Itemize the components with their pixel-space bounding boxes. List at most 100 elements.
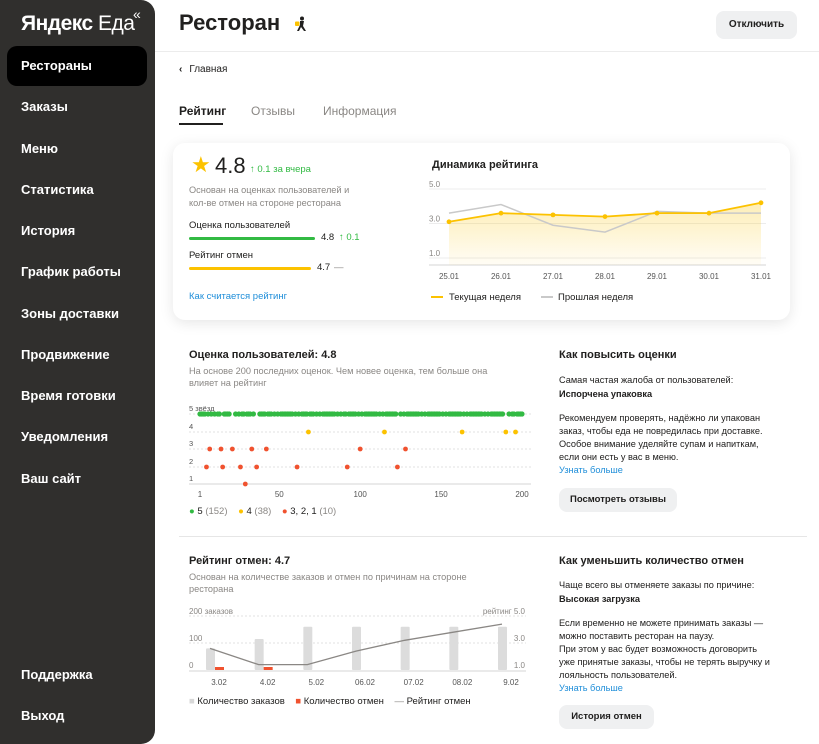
disable-button[interactable]: Отключить (716, 11, 797, 39)
cancel-bar-cancels (215, 667, 224, 670)
logo-thin: Еда (98, 12, 135, 35)
collapse-sidebar-icon[interactable]: « (133, 6, 141, 22)
dynamics-point-current (654, 210, 660, 216)
cancel-rating-bar (189, 267, 312, 270)
scatter-point-low (220, 464, 226, 470)
scatter-point-4 (382, 429, 387, 435)
cancel-right-tick: 1.0 (514, 661, 526, 670)
sidebar-item-logout[interactable]: Выход (21, 708, 65, 724)
cancel-x-tick: 9.02 (503, 678, 519, 687)
legend-dot-5: ● (189, 506, 195, 517)
star-icon: ★ (191, 152, 211, 177)
rating-card: ★ 4.8 ↑ 0.1 за вчера Основан на оценках … (173, 143, 790, 320)
scatter-x-tick: 150 (434, 490, 448, 499)
sidebar-item-restaurants[interactable]: Рестораны (7, 46, 147, 86)
tab-information[interactable]: Информация (323, 104, 397, 118)
user-ratings-description-2: влияет на рейтинг (189, 378, 267, 388)
logo-bold: Яндекс (21, 12, 93, 35)
reduce-para-1: Если временно не можете принимать заказы… (559, 618, 764, 628)
reduce-reason: Высокая загрузка (559, 594, 640, 604)
page-title: Ресторан (179, 10, 281, 35)
cancel-x-tick: 08.02 (452, 678, 473, 687)
courier-icon (295, 16, 306, 31)
scatter-point-5 (250, 411, 256, 417)
cancel-right-tick: 3.0 (514, 634, 526, 643)
reduce-para-4: уже принятые заказы, чтобы не терять выр… (559, 657, 770, 667)
sidebar-item-menu[interactable]: Меню (21, 140, 59, 156)
logo[interactable]: Яндекс Еда (21, 12, 135, 36)
cancel-x-tick: 4.02 (260, 678, 276, 687)
user-ratings-description-1: На основе 200 последних оценок. Чем нове… (189, 366, 488, 376)
sidebar-item-delivery-zones[interactable]: Зоны доставки (21, 305, 119, 321)
cancel-x-tick: 5.02 (309, 678, 325, 687)
scatter-point-low (395, 464, 400, 470)
cancel-rating-description-1: Основан на количестве заказов и отмен по… (189, 572, 467, 582)
cancel-x-tick: 07.02 (404, 678, 425, 687)
dynamics-x-tick: 26.01 (491, 272, 512, 281)
legend-low-label: 3, 2, 1 (290, 506, 317, 517)
page-header: Ресторан Отключить (155, 0, 819, 52)
scatter-y-tick: 5 звёзд (189, 404, 215, 413)
cancel-chart: 200 заказов рейтинг 5.0 100 0 3.0 1.0 3.02 4.02… (189, 607, 526, 687)
legend-dot-4: ● (238, 506, 244, 517)
cancel-left-tick: 100 (189, 634, 203, 643)
dynamics-legend-previous: Прошлая неделя (558, 292, 633, 303)
cancel-left-axis-label: 200 заказов (189, 607, 233, 616)
scatter-point-low (263, 446, 269, 452)
breadcrumb[interactable]: ‹ Главная (179, 64, 227, 75)
sidebar-item-statistics[interactable]: Статистика (21, 181, 94, 197)
scatter-point-5 (393, 411, 399, 417)
section-divider (179, 536, 807, 537)
reduce-para-5: лояльность пользователей. (559, 670, 678, 680)
cancel-bar-orders (352, 626, 361, 670)
legend-dot-low: ● (281, 506, 288, 517)
sidebar-item-schedule[interactable]: График работы (21, 264, 121, 280)
legend-orders-dot: ■ (189, 696, 195, 707)
user-rating-label: Оценка пользователей (189, 220, 291, 231)
sidebar-item-promotion[interactable]: Продвижение (21, 346, 110, 362)
scatter-point-4 (459, 429, 465, 435)
sidebar-bottom: Поддержка Выход (7, 655, 147, 738)
sidebar-item-cooking-time[interactable]: Время готовки (21, 388, 116, 403)
cancel-rating-delta: — (334, 262, 344, 273)
rating-description-1: Основан на оценках пользователей и (189, 185, 350, 195)
improve-learn-more-link[interactable]: Узнать больше (559, 465, 623, 475)
sidebar-item-notifications[interactable]: Уведомления (21, 429, 109, 445)
user-rating-bar (189, 237, 315, 240)
cancel-rating-line (209, 623, 503, 666)
sidebar-item-orders[interactable]: Заказы (21, 99, 68, 115)
dynamics-point-current (706, 210, 712, 216)
user-rating-value: 4.8 (321, 232, 335, 243)
view-reviews-button[interactable]: Посмотреть отзывы (559, 488, 677, 512)
legend-cancels-dot: ■ (295, 696, 302, 707)
scatter-x-tick: 200 (515, 490, 529, 499)
how-rating-calculated-link[interactable]: Как считается рейтинг (189, 291, 288, 302)
cancel-left-tick: 0 (189, 661, 194, 670)
tab-reviews[interactable]: Отзывы (251, 104, 295, 118)
tab-rating[interactable]: Рейтинг (179, 104, 227, 118)
sidebar-item-support[interactable]: Поддержка (21, 667, 93, 682)
reduce-learn-more-link[interactable]: Узнать больше (559, 683, 623, 693)
dynamics-point-current (498, 210, 504, 216)
sidebar-item-your-site[interactable]: Ваш сайт (21, 470, 82, 486)
scatter-point-5 (226, 411, 232, 417)
scatter-point-low (403, 446, 408, 452)
rating-description-2: кол-ве отмен на стороне ресторана (189, 198, 341, 208)
cancel-bar-orders (449, 626, 459, 670)
scatter-point-5 (519, 411, 525, 417)
cancel-x-tick: 06.02 (355, 678, 376, 687)
dynamics-x-tick: 28.01 (595, 272, 616, 281)
legend-cancels-label: Количество отмен (303, 696, 384, 707)
sidebar-item-history[interactable]: История (21, 223, 76, 238)
cancel-history-button[interactable]: История отмен (559, 705, 654, 729)
scatter-y-tick: 1 (189, 474, 193, 483)
dynamics-x-tick: 30.01 (699, 272, 720, 281)
scatter-y-tick: 2 (189, 457, 193, 466)
dynamics-point-current (758, 200, 764, 206)
legend-5-label: 5 (197, 506, 203, 517)
rating-value: 4.8 (215, 153, 246, 178)
scatter-point-low (242, 481, 248, 487)
improve-text: Самая частая жалоба от пользователей: (559, 375, 734, 385)
cancel-rating-description-2: ресторана (189, 584, 234, 594)
scatter-point-low (249, 446, 255, 452)
